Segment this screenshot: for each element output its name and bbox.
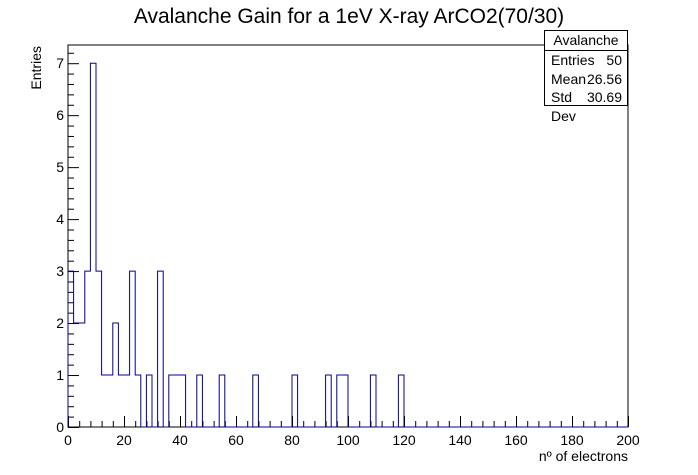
histogram-bar <box>174 375 180 427</box>
stats-label: Mean <box>551 70 587 87</box>
x-tick-label: 0 <box>64 432 72 448</box>
stats-row-stddev: Std Dev 30.69 <box>545 88 627 124</box>
axes: 0 20 40 60 80 100 120 140 160 180 200 0 1 2 3 4 5 6 7 <box>56 44 640 448</box>
x-tick-label: 100 <box>336 432 360 448</box>
histogram-bar <box>118 375 124 427</box>
x-tick-label: 80 <box>284 432 300 448</box>
y-tick-label: 4 <box>56 211 64 227</box>
y-tick-label: 2 <box>56 315 64 331</box>
histogram-bar <box>337 375 343 427</box>
histogram-bar <box>130 271 136 427</box>
x-tick-label: 40 <box>172 432 188 448</box>
x-tick-label: 160 <box>504 432 528 448</box>
histogram-bar <box>219 375 225 427</box>
histogram-bar <box>68 271 74 427</box>
x-tick-label: 120 <box>392 432 416 448</box>
stats-label: Std Dev <box>551 89 576 124</box>
stats-row-entries: Entries 50 <box>545 51 627 70</box>
stats-value: 50 <box>606 52 622 68</box>
histogram-bar <box>197 375 203 427</box>
histogram-bar <box>107 375 113 427</box>
chart-title: Avalanche Gain for a 1eV X-ray ArCO2(70/… <box>134 5 564 28</box>
stats-label: Entries <box>551 52 595 68</box>
stats-value: 26.56 <box>586 70 622 87</box>
stats-box-title: Avalanche <box>545 31 627 51</box>
y-tick-label: 1 <box>56 367 64 383</box>
histogram-bar <box>169 375 175 427</box>
x-tick-label: 200 <box>616 432 640 448</box>
histogram-bar <box>74 323 80 427</box>
x-tick-label: 180 <box>560 432 584 448</box>
histogram-bar <box>96 271 102 427</box>
histogram-bar <box>158 271 164 427</box>
y-tick-label: 0 <box>56 419 64 435</box>
histogram-bar <box>180 375 186 427</box>
histogram-bar <box>146 375 152 427</box>
histogram-bar <box>253 375 259 427</box>
histogram-bar <box>79 323 85 427</box>
histogram-bar <box>135 375 141 427</box>
histogram-bar <box>85 271 91 427</box>
x-axis-label: nº of electrons <box>539 448 628 464</box>
histogram-bar <box>370 375 376 427</box>
histogram-bar <box>292 375 298 427</box>
y-tick-label: 7 <box>56 55 64 71</box>
histogram-series <box>67 62 628 428</box>
histogram-bar <box>342 375 348 427</box>
x-tick-label: 140 <box>448 432 472 448</box>
x-tick-label: 60 <box>228 432 244 448</box>
stats-row-mean: Mean 26.56 <box>545 70 627 89</box>
histogram-bar <box>102 375 108 427</box>
y-axis-label: Entries <box>28 46 44 90</box>
y-tick-label: 3 <box>56 263 64 279</box>
stats-box: Avalanche Entries 50 Mean 26.56 Std Dev … <box>544 30 628 124</box>
histogram-bar <box>124 375 130 427</box>
histogram-bar <box>113 323 119 427</box>
stats-value: 30.69 <box>586 89 622 106</box>
histogram-bar <box>398 375 404 427</box>
histogram-outline <box>67 62 628 428</box>
y-tick-label: 6 <box>56 107 64 123</box>
x-tick-label: 20 <box>116 432 132 448</box>
histogram-bar <box>326 375 332 427</box>
histogram-bar <box>90 63 96 427</box>
y-tick-label: 5 <box>56 159 64 175</box>
